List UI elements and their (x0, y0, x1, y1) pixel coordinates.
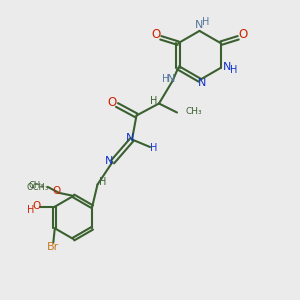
Text: N: N (167, 74, 175, 85)
Text: CH₃: CH₃ (186, 107, 202, 116)
Text: H: H (202, 17, 210, 27)
Text: H: H (99, 177, 106, 187)
Text: Br: Br (47, 242, 59, 253)
Text: CH₃: CH₃ (28, 181, 44, 190)
Text: H: H (150, 142, 157, 153)
Text: H: H (162, 74, 169, 85)
Text: O: O (33, 201, 41, 211)
Text: N: N (195, 20, 204, 31)
Text: N: N (125, 133, 134, 143)
Text: N: N (105, 155, 114, 166)
Text: H: H (150, 96, 157, 106)
Text: O: O (238, 28, 247, 41)
Text: H: H (26, 205, 34, 215)
Text: H: H (230, 65, 237, 75)
Text: O: O (152, 28, 161, 41)
Text: O: O (107, 95, 116, 109)
Text: N: N (198, 78, 207, 88)
Text: N: N (223, 62, 231, 72)
Text: O: O (52, 186, 61, 197)
Text: OCH₃: OCH₃ (26, 183, 49, 192)
